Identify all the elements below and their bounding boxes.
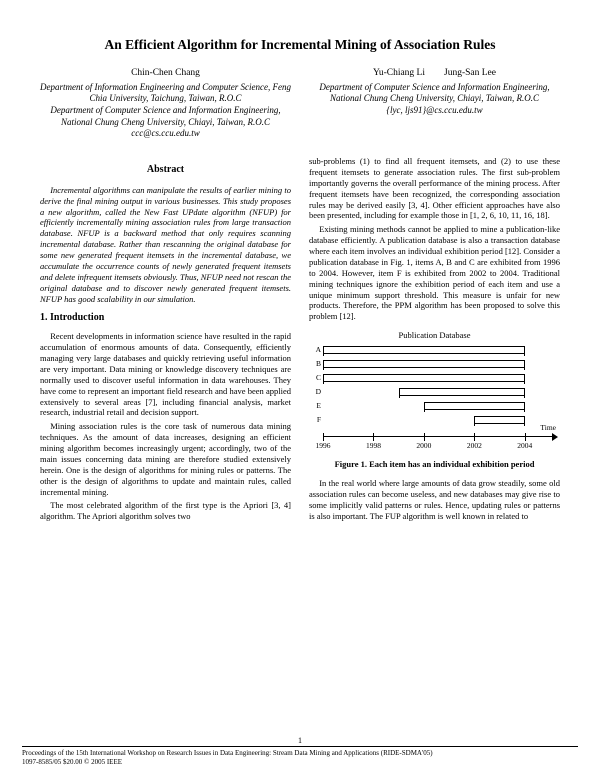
- footer: Proceedings of the 15th International Wo…: [22, 746, 578, 766]
- timeline-tick: [323, 433, 324, 441]
- intro-p1: Recent developments in information scien…: [40, 331, 291, 418]
- timeline-item-label: E: [311, 401, 321, 411]
- timeline-year-label: 1998: [366, 441, 381, 451]
- timeline-item-label: C: [311, 373, 321, 383]
- intro-p3: The most celebrated algorithm of the fir…: [40, 500, 291, 522]
- timeline-bar: [323, 374, 525, 382]
- right-column: sub-problems (1) to find all frequent it…: [309, 156, 560, 525]
- timeline-tick: [373, 433, 374, 441]
- author-affil-left: Department of Information Engineering an…: [40, 82, 291, 140]
- timeline-year-label: 2002: [467, 441, 482, 451]
- author-block-left: Chin-Chen Chang Department of Informatio…: [40, 67, 291, 140]
- figure-1-chart: Time ABCDEF 1996 1998 2000 2002 2004: [309, 345, 560, 455]
- author-affil-right: Department of Computer Science and Infor…: [309, 82, 560, 117]
- right-p1: sub-problems (1) to find all frequent it…: [309, 156, 560, 221]
- timeline-item-label: D: [311, 387, 321, 397]
- abstract-text: Incremental algorithms can manipulate th…: [40, 185, 291, 305]
- author-block-right: Yu-Chiang Li Jung-San Lee Department of …: [309, 67, 560, 140]
- page-number: 1: [298, 736, 302, 746]
- timeline-item-label: F: [311, 415, 321, 425]
- intro-p2: Mining association rules is the core tas…: [40, 421, 291, 497]
- timeline-tick: [525, 433, 526, 441]
- author-names-left: Chin-Chen Chang: [40, 67, 291, 79]
- figure-1-caption: Figure 1. Each item has an individual ex…: [309, 459, 560, 470]
- timeline-bar: [323, 360, 525, 368]
- timeline-year-label: 2000: [416, 441, 431, 451]
- timeline-item-label: A: [311, 345, 321, 355]
- timeline-tick: [474, 433, 475, 441]
- right-p2: Existing mining methods cannot be applie…: [309, 224, 560, 322]
- timeline-bar: [323, 346, 525, 354]
- footer-line2: 1097-8585/05 $20.00 © 2005 IEEE: [22, 758, 578, 766]
- timeline-bar: [474, 416, 524, 424]
- right-p3: In the real world where large amounts of…: [309, 478, 560, 522]
- figure-1-title: Publication Database: [309, 330, 560, 341]
- authors-row: Chin-Chen Chang Department of Informatio…: [40, 67, 560, 140]
- timeline-axis-label: Time: [540, 423, 556, 433]
- timeline-axis: [323, 436, 554, 437]
- abstract-heading: Abstract: [40, 164, 291, 177]
- timeline-year-label: 2004: [517, 441, 532, 451]
- footer-line1: Proceedings of the 15th International Wo…: [22, 749, 578, 757]
- timeline-year-label: 1996: [316, 441, 331, 451]
- author-names-right: Yu-Chiang Li Jung-San Lee: [309, 67, 560, 79]
- figure-1: Publication Database Time ABCDEF 1996 1998…: [309, 330, 560, 470]
- timeline-bar: [424, 402, 525, 410]
- section-1-heading: 1. Introduction: [40, 312, 291, 325]
- timeline-bar: [399, 388, 525, 396]
- paper-title: An Efficient Algorithm for Incremental M…: [40, 36, 560, 53]
- left-column: Abstract Incremental algorithms can mani…: [40, 156, 291, 525]
- timeline-tick: [424, 433, 425, 441]
- timeline-item-label: B: [311, 359, 321, 369]
- two-column-body: Abstract Incremental algorithms can mani…: [40, 156, 560, 525]
- timeline-arrow-icon: [552, 433, 558, 441]
